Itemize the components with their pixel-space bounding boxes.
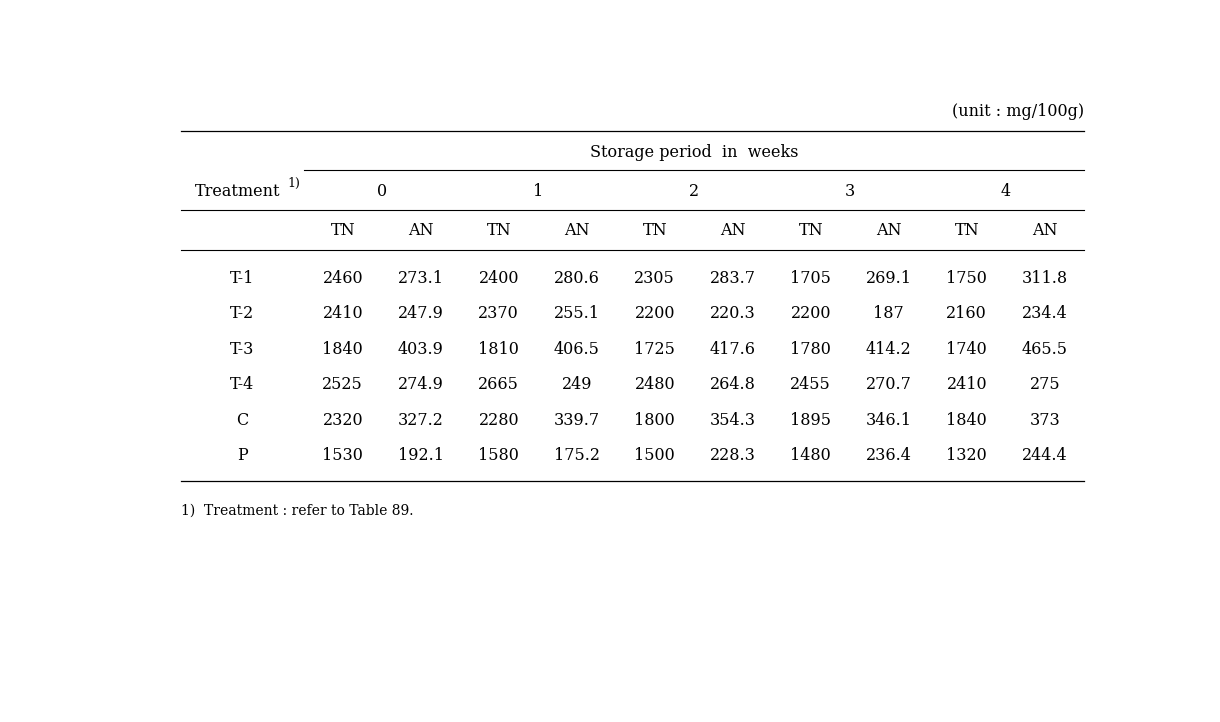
Text: 228.3: 228.3 — [710, 448, 755, 464]
Text: TN: TN — [954, 222, 980, 238]
Text: 234.4: 234.4 — [1022, 305, 1068, 322]
Text: 354.3: 354.3 — [710, 412, 756, 429]
Text: 247.9: 247.9 — [398, 305, 444, 322]
Text: 339.7: 339.7 — [554, 412, 600, 429]
Text: T-2: T-2 — [231, 305, 255, 322]
Text: 2455: 2455 — [791, 376, 831, 393]
Text: 1): 1) — [288, 178, 300, 191]
Text: 2: 2 — [689, 183, 699, 200]
Text: 1)  Treatment : refer to Table 89.: 1) Treatment : refer to Table 89. — [181, 503, 414, 517]
Text: 1: 1 — [533, 183, 543, 200]
Text: 236.4: 236.4 — [866, 448, 911, 464]
Text: 373: 373 — [1030, 412, 1060, 429]
Text: 249: 249 — [561, 376, 592, 393]
Text: 2480: 2480 — [634, 376, 675, 393]
Text: 2665: 2665 — [478, 376, 520, 393]
Text: 2460: 2460 — [322, 270, 364, 287]
Text: TN: TN — [643, 222, 667, 238]
Text: 3: 3 — [844, 183, 855, 200]
Text: 2280: 2280 — [478, 412, 518, 429]
Text: 269.1: 269.1 — [866, 270, 911, 287]
Text: 2400: 2400 — [478, 270, 518, 287]
Text: TN: TN — [799, 222, 824, 238]
Text: 2200: 2200 — [634, 305, 675, 322]
Text: 1480: 1480 — [791, 448, 831, 464]
Text: 175.2: 175.2 — [554, 448, 600, 464]
Text: P: P — [237, 448, 248, 464]
Text: 2200: 2200 — [791, 305, 831, 322]
Text: 280.6: 280.6 — [554, 270, 600, 287]
Text: 220.3: 220.3 — [710, 305, 755, 322]
Text: 346.1: 346.1 — [866, 412, 911, 429]
Text: 1840: 1840 — [322, 341, 364, 357]
Text: 4: 4 — [1000, 183, 1011, 200]
Text: 311.8: 311.8 — [1022, 270, 1068, 287]
Text: 2370: 2370 — [478, 305, 520, 322]
Text: 270.7: 270.7 — [866, 376, 911, 393]
Text: 2410: 2410 — [322, 305, 364, 322]
Text: 255.1: 255.1 — [554, 305, 600, 322]
Text: 275: 275 — [1030, 376, 1060, 393]
Text: 1725: 1725 — [634, 341, 675, 357]
Text: Treatment: Treatment — [195, 183, 281, 200]
Text: 1500: 1500 — [634, 448, 675, 464]
Text: 1840: 1840 — [947, 412, 987, 429]
Text: 1780: 1780 — [791, 341, 831, 357]
Text: 187: 187 — [874, 305, 904, 322]
Text: 465.5: 465.5 — [1022, 341, 1068, 357]
Text: AN: AN — [564, 222, 589, 238]
Text: AN: AN — [1032, 222, 1058, 238]
Text: TN: TN — [487, 222, 511, 238]
Text: 414.2: 414.2 — [866, 341, 911, 357]
Text: 264.8: 264.8 — [710, 376, 755, 393]
Text: 2305: 2305 — [634, 270, 675, 287]
Text: T-3: T-3 — [231, 341, 255, 357]
Text: 1580: 1580 — [478, 448, 520, 464]
Text: 273.1: 273.1 — [398, 270, 444, 287]
Text: T-1: T-1 — [231, 270, 255, 287]
Text: 0: 0 — [377, 183, 387, 200]
Text: 417.6: 417.6 — [710, 341, 756, 357]
Text: 2320: 2320 — [322, 412, 364, 429]
Text: 2525: 2525 — [322, 376, 364, 393]
Text: C: C — [237, 412, 249, 429]
Text: 403.9: 403.9 — [398, 341, 444, 357]
Text: 1800: 1800 — [634, 412, 675, 429]
Text: 2160: 2160 — [947, 305, 987, 322]
Text: AN: AN — [720, 222, 745, 238]
Text: 274.9: 274.9 — [398, 376, 444, 393]
Text: 1705: 1705 — [791, 270, 831, 287]
Text: TN: TN — [331, 222, 355, 238]
Text: 283.7: 283.7 — [710, 270, 756, 287]
Text: 1740: 1740 — [947, 341, 987, 357]
Text: 2410: 2410 — [947, 376, 987, 393]
Text: (unit : mg/100g): (unit : mg/100g) — [952, 103, 1083, 120]
Text: 244.4: 244.4 — [1022, 448, 1068, 464]
Text: 1810: 1810 — [478, 341, 520, 357]
Text: 1530: 1530 — [322, 448, 364, 464]
Text: 1750: 1750 — [947, 270, 987, 287]
Text: 192.1: 192.1 — [398, 448, 444, 464]
Text: T-4: T-4 — [231, 376, 255, 393]
Text: 327.2: 327.2 — [398, 412, 444, 429]
Text: 1320: 1320 — [947, 448, 987, 464]
Text: 1895: 1895 — [791, 412, 831, 429]
Text: AN: AN — [876, 222, 902, 238]
Text: Storage period  in  weeks: Storage period in weeks — [589, 144, 798, 161]
Text: AN: AN — [407, 222, 433, 238]
Text: 406.5: 406.5 — [554, 341, 600, 357]
